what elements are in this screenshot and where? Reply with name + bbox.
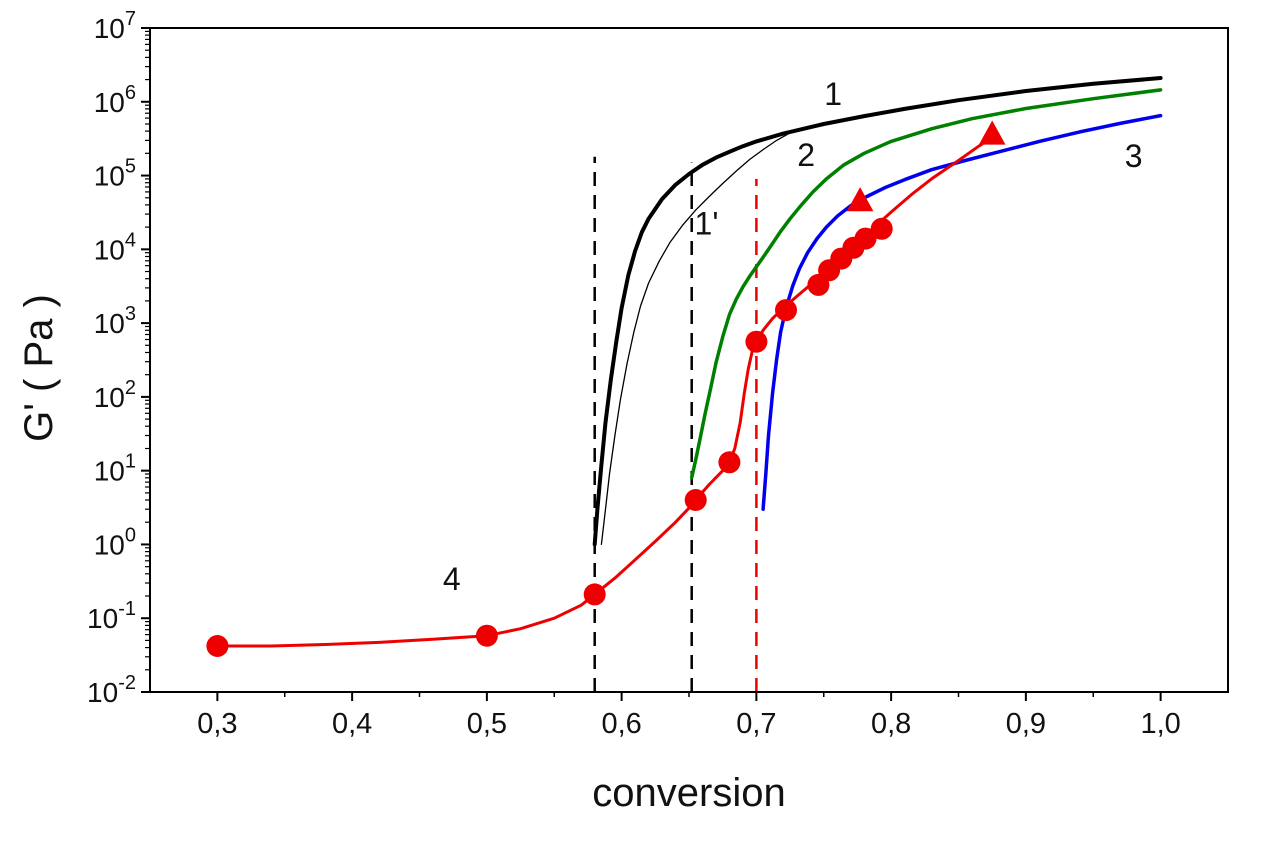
y-tick-label: 104	[94, 229, 136, 265]
data-point-circle	[684, 489, 707, 511]
plot-frame	[149, 27, 1229, 693]
data-point-circle	[718, 451, 741, 474]
x-tick-label: 0,4	[332, 708, 372, 740]
y-tick-label: 106	[94, 82, 136, 118]
curve-label-3: 3	[1125, 138, 1143, 174]
data-point-circle	[870, 217, 893, 240]
axes: 0,3 0,4 0,5 0,6 0,7 0,8 0,9 1,0 107 106 105 104 103 1…	[87, 8, 1181, 740]
data-point-circle	[206, 635, 229, 657]
y-tick-label: 102	[94, 377, 136, 413]
y-tick-label: 100	[94, 524, 136, 560]
y-tick-label: 10-2	[87, 672, 136, 708]
curve-label-1': 1'	[695, 205, 719, 241]
data-point-triangle	[846, 187, 874, 212]
x-tick-label: 1,0	[1140, 708, 1180, 740]
plot-area: 12 1' 3 4	[206, 76, 1163, 692]
series-3	[761, 113, 1163, 511]
x-tick-label: 0,8	[871, 708, 911, 740]
data-point-circle	[583, 583, 606, 606]
curve-label-1: 1	[824, 76, 842, 112]
y-tick-label: 105	[94, 156, 136, 192]
y-tick-label: 10-1	[87, 598, 136, 634]
x-tick-label: 0,7	[736, 708, 776, 740]
y-tick-label: 107	[94, 8, 136, 44]
series-1'	[600, 132, 791, 546]
y-axis-title: G' ( Pa )	[17, 294, 61, 442]
x-tick-label: 0,3	[197, 708, 237, 740]
data-point-triangle	[978, 120, 1006, 145]
data-point-circle	[745, 330, 768, 353]
series-4	[215, 133, 998, 648]
data-point-circle	[854, 227, 877, 250]
y-tick-label: 101	[94, 451, 136, 487]
x-axis-title: conversion	[592, 771, 785, 815]
data-point-circle	[475, 624, 498, 647]
x-tick-label: 0,5	[467, 708, 507, 740]
y-tick-label: 103	[94, 303, 136, 339]
series-2	[689, 88, 1163, 480]
data-point-circle	[775, 299, 797, 322]
series-1	[592, 76, 1163, 547]
x-tick-label: 0,6	[601, 708, 641, 740]
curve-label-2: 2	[797, 137, 815, 173]
x-tick-label: 0,9	[1006, 708, 1046, 740]
curve-label-4: 4	[443, 561, 461, 597]
